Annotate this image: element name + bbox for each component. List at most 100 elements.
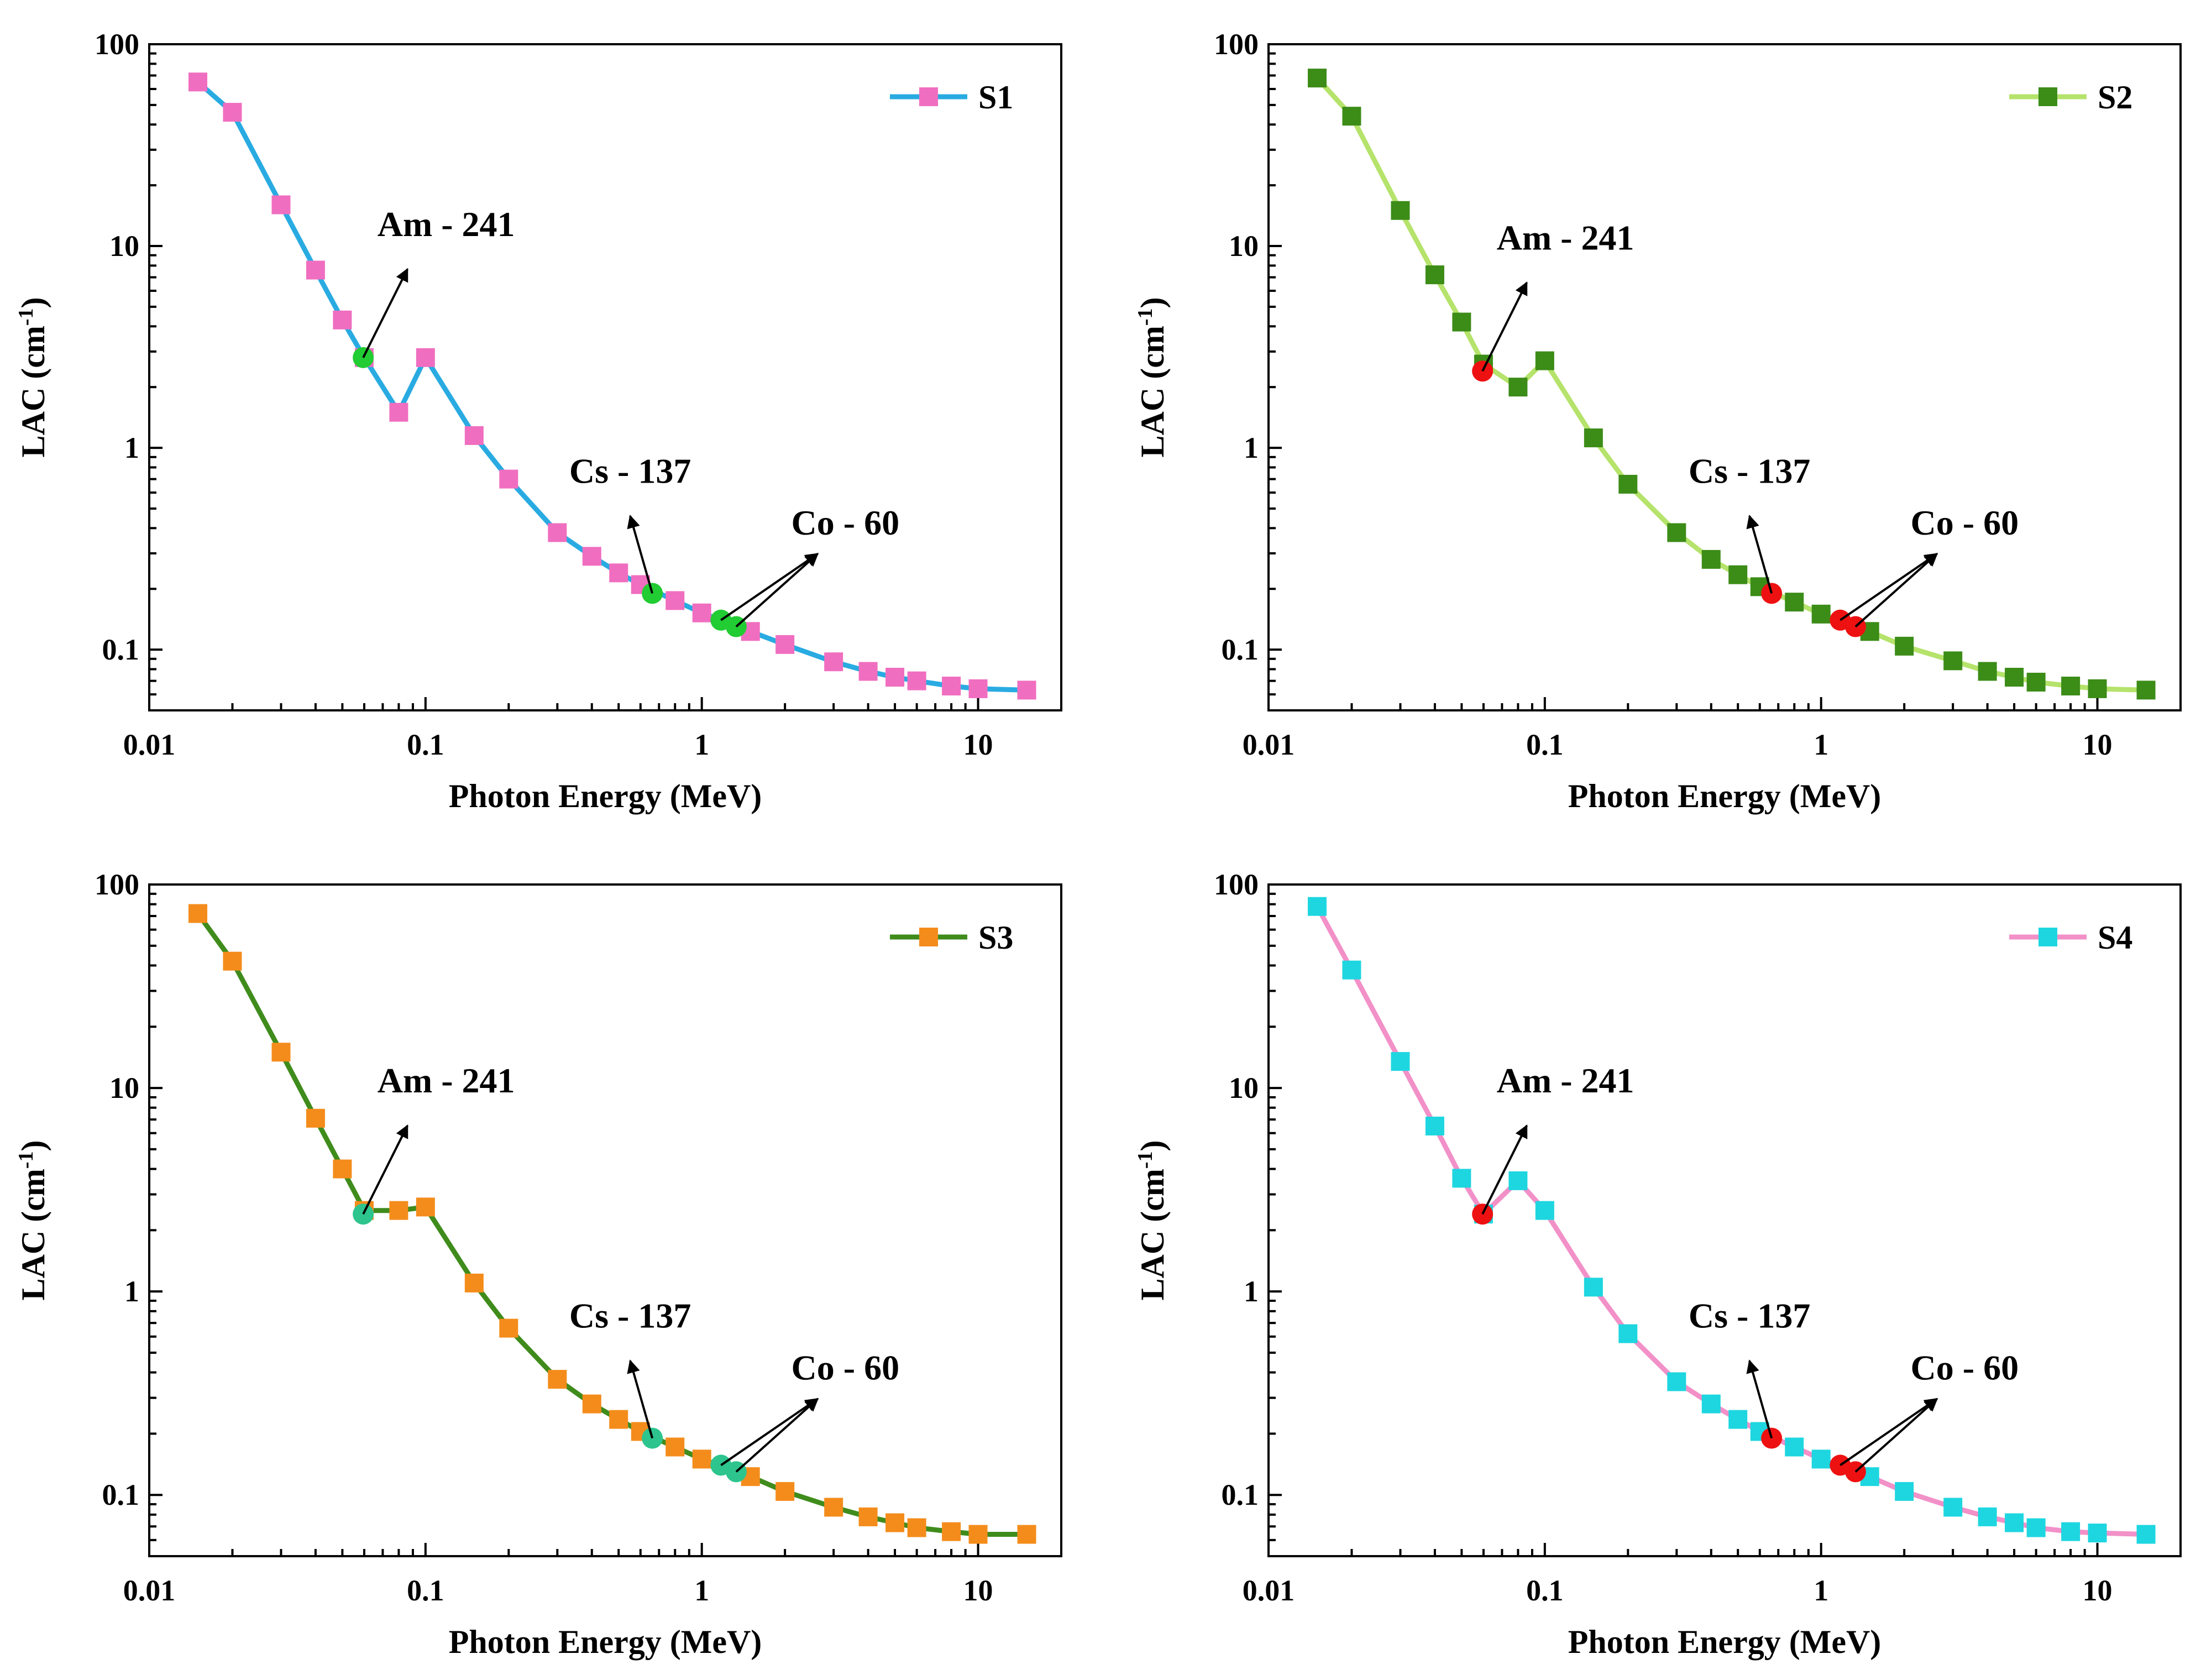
chart-panel-3: 0.01 0.1 1 10 0.1 1 10 100 Photon Energy (MeV) LA… [14, 868, 1062, 1660]
data-point [1425, 1116, 1444, 1135]
data-point [2088, 1524, 2107, 1543]
data-point [2005, 668, 2024, 687]
data-point [389, 402, 408, 422]
data-point [1535, 1201, 1554, 1220]
y-axis-label: LAC (cm-1) [1134, 297, 1171, 458]
data-point [1943, 651, 1963, 671]
data-point [1618, 474, 1638, 494]
data-point [223, 103, 242, 122]
legend-marker [2038, 87, 2057, 106]
y-tick-label: 0.1 [1222, 633, 1259, 666]
series-line-S3 [196, 912, 1027, 1537]
data-point [858, 662, 878, 681]
plot-frame [148, 43, 1062, 711]
data-point [1701, 549, 1721, 569]
data-point [548, 1370, 567, 1389]
y-tick-label: 10 [1229, 229, 1259, 263]
y-tick-label: 1 [124, 431, 139, 464]
data-point [1017, 1525, 1036, 1544]
annotation-arrow-cs [627, 515, 654, 594]
annotation-arrow-co [735, 1398, 819, 1473]
data-point [188, 72, 208, 92]
x-tick-label: 0.01 [123, 728, 176, 761]
data-point [775, 635, 795, 654]
y-tick-label: 1 [124, 1275, 139, 1308]
data-point [306, 260, 325, 280]
legend-label: S4 [2098, 919, 2132, 956]
plot-frame [1267, 43, 2182, 711]
data-point [499, 469, 518, 489]
x-tick-label: 0.1 [407, 1574, 444, 1607]
data-point [907, 1518, 926, 1537]
data-point [968, 679, 988, 698]
data-point [389, 1201, 408, 1220]
data-point [2088, 679, 2107, 698]
annotation-label-am: Am - 241 [378, 205, 515, 244]
data-point [1943, 1498, 1963, 1517]
y-tick-label: 100 [1214, 868, 1259, 901]
y-axis-label: LAC (cm-1) [1134, 1140, 1171, 1301]
annotation-label-cs: Cs - 137 [569, 1296, 691, 1336]
legend-marker [2038, 928, 2057, 946]
y-tick-label: 0.1 [102, 633, 140, 666]
annotation-label-co: Co - 60 [792, 1348, 900, 1387]
y-tick-label: 10 [1229, 1071, 1259, 1105]
plot-frame [148, 883, 1062, 1557]
annotation-label-cs: Cs - 137 [1689, 451, 1810, 490]
series-line-S1 [196, 80, 1027, 693]
annotation-label-am: Am - 241 [1497, 1061, 1634, 1100]
y-tick-label: 1 [1244, 431, 1259, 464]
annotation-label-am: Am - 241 [378, 1061, 515, 1100]
annotation-arrow-am [362, 1124, 408, 1215]
data-point [271, 195, 291, 214]
data-point [271, 1043, 291, 1062]
data-point [1785, 593, 1804, 612]
annotation-label-co: Co - 60 [1911, 1348, 2019, 1387]
data-point [1978, 662, 1997, 681]
x-tick-label: 0.1 [407, 728, 444, 761]
data-point [499, 1318, 518, 1338]
plot-frame [1267, 883, 2182, 1557]
data-point [2136, 681, 2156, 700]
data-point [1391, 201, 1410, 220]
data-point [2061, 1522, 2081, 1541]
data-point [1308, 69, 1327, 88]
y-tick-label: 0.1 [102, 1478, 140, 1511]
data-point [692, 603, 711, 622]
legend-marker [919, 87, 938, 106]
x-tick-label: 1 [1814, 1574, 1828, 1607]
annotation-arrow-co [1840, 553, 1938, 621]
annotation-arrow-am [1481, 1124, 1528, 1215]
x-tick-label: 0.1 [1526, 728, 1564, 761]
data-point [1452, 312, 1471, 332]
data-point [1667, 523, 1686, 542]
data-point [416, 1197, 435, 1217]
data-point [1667, 1372, 1686, 1391]
x-tick-label: 1 [1814, 728, 1828, 761]
data-point [333, 1159, 352, 1179]
data-point [1308, 897, 1327, 916]
x-tick-label: 10 [2083, 728, 2113, 761]
data-point [2026, 672, 2046, 692]
data-point [775, 1482, 795, 1501]
data-point [858, 1507, 878, 1526]
x-axis-label: Photon Energy (MeV) [1568, 1624, 1882, 1660]
data-point [582, 547, 601, 566]
legend-label: S2 [2098, 79, 2132, 116]
x-axis-label: Photon Energy (MeV) [449, 1624, 762, 1660]
data-point [582, 1394, 601, 1414]
data-point [968, 1525, 988, 1544]
annotation-arrow-co [720, 1398, 819, 1467]
data-point [907, 671, 926, 690]
y-tick-label: 0.1 [1222, 1478, 1259, 1511]
data-point [1342, 107, 1361, 126]
x-tick-label: 0.1 [1526, 1574, 1564, 1607]
data-point [223, 951, 242, 971]
x-tick-label: 0.01 [123, 1574, 176, 1607]
annotation-label-co: Co - 60 [1911, 503, 2019, 542]
data-point [1584, 1278, 1603, 1297]
data-point [548, 523, 567, 542]
x-tick-label: 0.01 [1243, 728, 1295, 761]
data-point [1895, 636, 1914, 656]
data-point [1978, 1507, 1997, 1526]
